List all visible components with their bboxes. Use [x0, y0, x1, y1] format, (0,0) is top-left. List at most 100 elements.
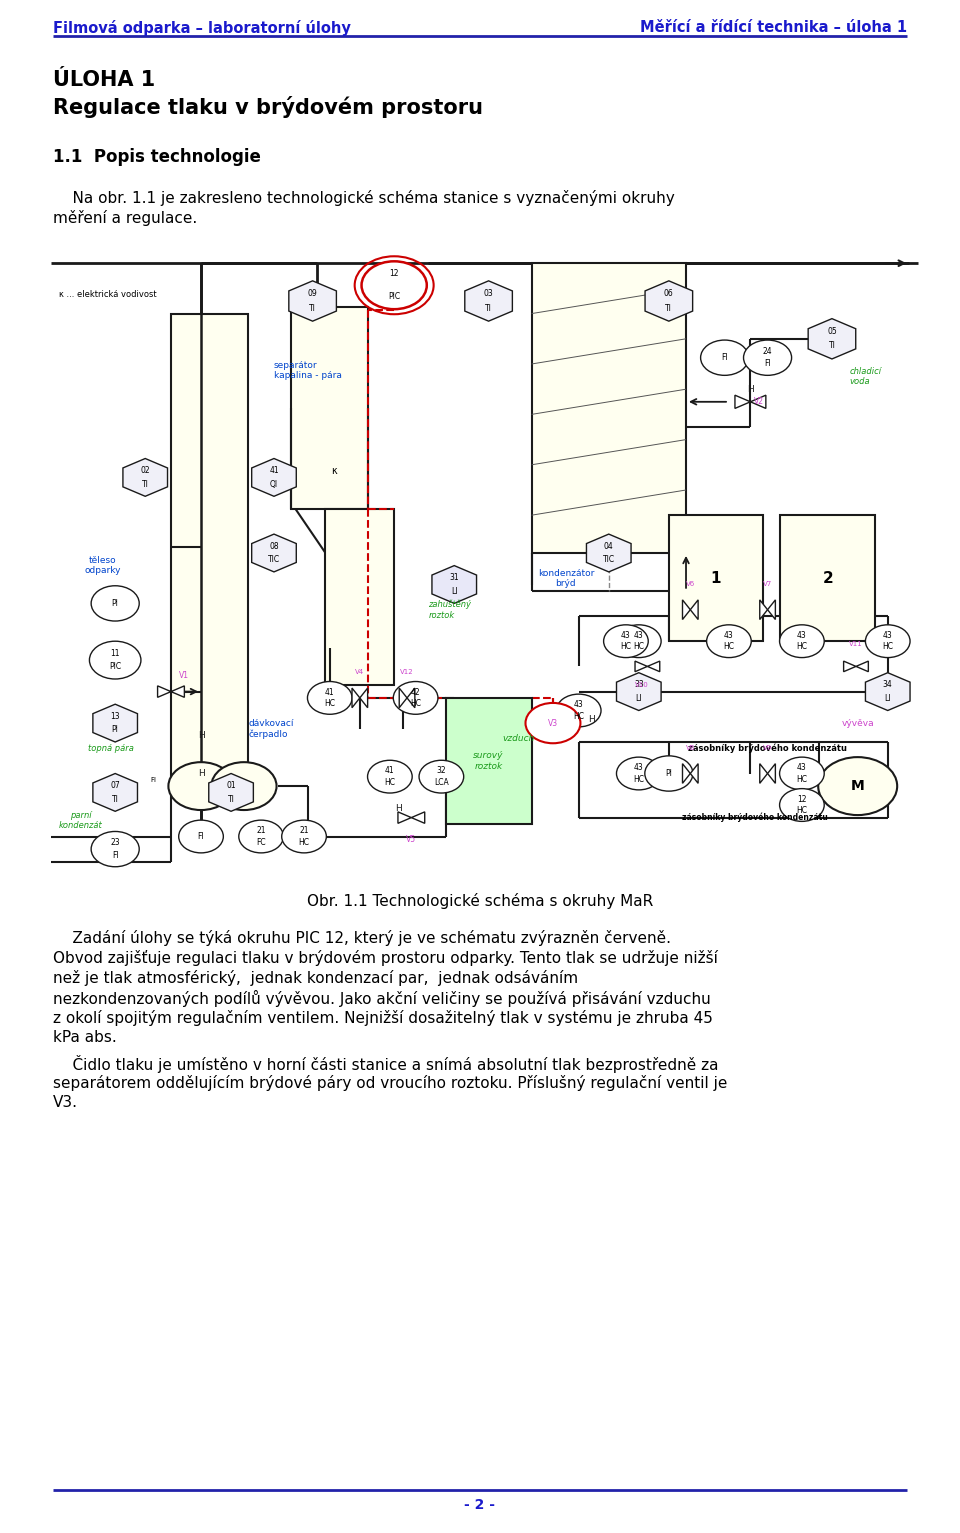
Text: zásobníky brýdového kondenzátu: zásobníky brýdového kondenzátu — [688, 744, 847, 753]
Ellipse shape — [362, 261, 427, 310]
Bar — [171, 314, 249, 793]
Text: TI: TI — [228, 794, 234, 803]
Text: V2: V2 — [754, 397, 764, 406]
Text: HC: HC — [797, 642, 807, 652]
Text: LCA: LCA — [434, 777, 448, 786]
Polygon shape — [407, 688, 415, 708]
Text: 05: 05 — [828, 327, 837, 336]
Polygon shape — [759, 599, 768, 619]
Polygon shape — [690, 763, 698, 783]
Polygon shape — [751, 396, 766, 408]
Bar — [532, 264, 686, 553]
Text: zásobníky brýdového kondenzátu: zásobníky brýdového kondenzátu — [682, 812, 828, 822]
Ellipse shape — [89, 641, 141, 679]
Text: TIC: TIC — [268, 555, 280, 564]
Text: 43: 43 — [797, 763, 806, 773]
Text: 43: 43 — [883, 632, 893, 639]
Polygon shape — [808, 319, 855, 359]
Ellipse shape — [744, 340, 792, 376]
Ellipse shape — [91, 586, 139, 621]
Ellipse shape — [865, 625, 910, 658]
Text: 34: 34 — [883, 681, 893, 690]
Ellipse shape — [707, 625, 752, 658]
Polygon shape — [252, 458, 297, 497]
Polygon shape — [399, 688, 407, 708]
Text: FI: FI — [151, 777, 156, 783]
Text: vývěva: vývěva — [841, 719, 874, 728]
Text: TI: TI — [828, 342, 835, 351]
Text: Na obr. 1.1 je zakresleno technologické schéma stanice s vyznačenými okruhy: Na obr. 1.1 je zakresleno technologické … — [53, 190, 675, 205]
Text: HC: HC — [384, 777, 396, 786]
Text: 21: 21 — [300, 826, 309, 835]
Polygon shape — [759, 763, 768, 783]
Polygon shape — [93, 774, 137, 811]
Text: 31: 31 — [449, 573, 459, 583]
Text: H: H — [747, 385, 754, 394]
Ellipse shape — [780, 757, 825, 789]
Text: TI: TI — [111, 794, 119, 803]
Polygon shape — [635, 661, 647, 671]
Text: nezkondenzovaných podílů vývěvou. Jako akční veličiny se používá přisávání vzduc: nezkondenzovaných podílů vývěvou. Jako a… — [53, 990, 710, 1007]
Text: 41: 41 — [269, 466, 278, 475]
Text: TI: TI — [485, 304, 492, 313]
Text: PI: PI — [111, 599, 119, 609]
Ellipse shape — [368, 760, 412, 793]
Text: 41: 41 — [325, 688, 335, 696]
Text: než je tlak atmosférický,  jednak kondenzací par,  jednak odsáváním: než je tlak atmosférický, jednak kondenz… — [53, 970, 578, 986]
Text: PI: PI — [665, 770, 672, 779]
Ellipse shape — [394, 682, 438, 714]
Ellipse shape — [780, 788, 825, 822]
Polygon shape — [856, 661, 869, 671]
Polygon shape — [865, 673, 910, 710]
Text: V10: V10 — [635, 682, 648, 688]
Text: 42: 42 — [411, 688, 420, 696]
Polygon shape — [690, 599, 698, 619]
Text: HC: HC — [634, 642, 644, 652]
Bar — [445, 698, 532, 823]
Text: 01: 01 — [227, 782, 236, 791]
Text: V6: V6 — [685, 581, 695, 587]
Text: FI: FI — [721, 353, 728, 362]
Text: separátor
kapalina - pára: separátor kapalina - pára — [274, 360, 342, 380]
Text: ÚLOHA 1: ÚLOHA 1 — [53, 71, 156, 90]
Text: zahuštěný
roztok: zahuštěný roztok — [428, 599, 471, 619]
Text: kondenzátor
brýd: kondenzátor brýd — [538, 569, 594, 587]
Text: 13: 13 — [110, 711, 120, 721]
Ellipse shape — [168, 762, 233, 809]
Ellipse shape — [307, 682, 352, 714]
Text: HC: HC — [797, 806, 807, 816]
Polygon shape — [768, 763, 776, 783]
Text: QI: QI — [270, 480, 278, 489]
Text: Čidlo tlaku je umístěno v horní části stanice a snímá absolutní tlak bezprostřed: Čidlo tlaku je umístěno v horní části st… — [53, 1055, 718, 1073]
Text: V11: V11 — [849, 641, 863, 647]
Polygon shape — [465, 281, 513, 320]
Text: 43: 43 — [634, 763, 643, 773]
Text: 07: 07 — [110, 782, 120, 791]
Text: HC: HC — [573, 711, 585, 721]
Ellipse shape — [525, 704, 581, 744]
Text: z okolí spojitým regulačním ventilem. Nejnižší dosažitelný tlak v systému je zhr: z okolí spojitým regulačním ventilem. Ne… — [53, 1010, 712, 1026]
Text: V1: V1 — [179, 671, 189, 681]
Text: vzduch: vzduch — [502, 734, 535, 744]
Text: 43: 43 — [574, 701, 584, 710]
Text: PI: PI — [111, 725, 119, 734]
Polygon shape — [157, 685, 171, 698]
Text: Zadání úlohy se týká okruhu PIC 12, který je ve schématu zvýrazněn červeně.: Zadání úlohy se týká okruhu PIC 12, kter… — [53, 931, 671, 946]
Text: HC: HC — [634, 774, 644, 783]
Polygon shape — [93, 704, 137, 742]
Text: H: H — [198, 770, 204, 779]
Text: 2: 2 — [823, 570, 833, 586]
Text: 1.1  Popis technologie: 1.1 Popis technologie — [53, 149, 261, 166]
Text: 33: 33 — [634, 681, 643, 690]
Bar — [669, 515, 763, 641]
Text: 12: 12 — [390, 270, 399, 279]
Ellipse shape — [616, 625, 661, 658]
Ellipse shape — [616, 757, 661, 789]
Text: 09: 09 — [308, 290, 318, 299]
Text: separátorem oddělujícím brýdové páry od vroucího roztoku. Příslušný regulační ve: separátorem oddělujícím brýdové páry od … — [53, 1075, 727, 1091]
Text: 1: 1 — [710, 570, 721, 586]
Text: V9: V9 — [763, 745, 772, 751]
Ellipse shape — [557, 694, 601, 727]
Text: M: M — [851, 779, 865, 793]
Ellipse shape — [91, 831, 139, 866]
